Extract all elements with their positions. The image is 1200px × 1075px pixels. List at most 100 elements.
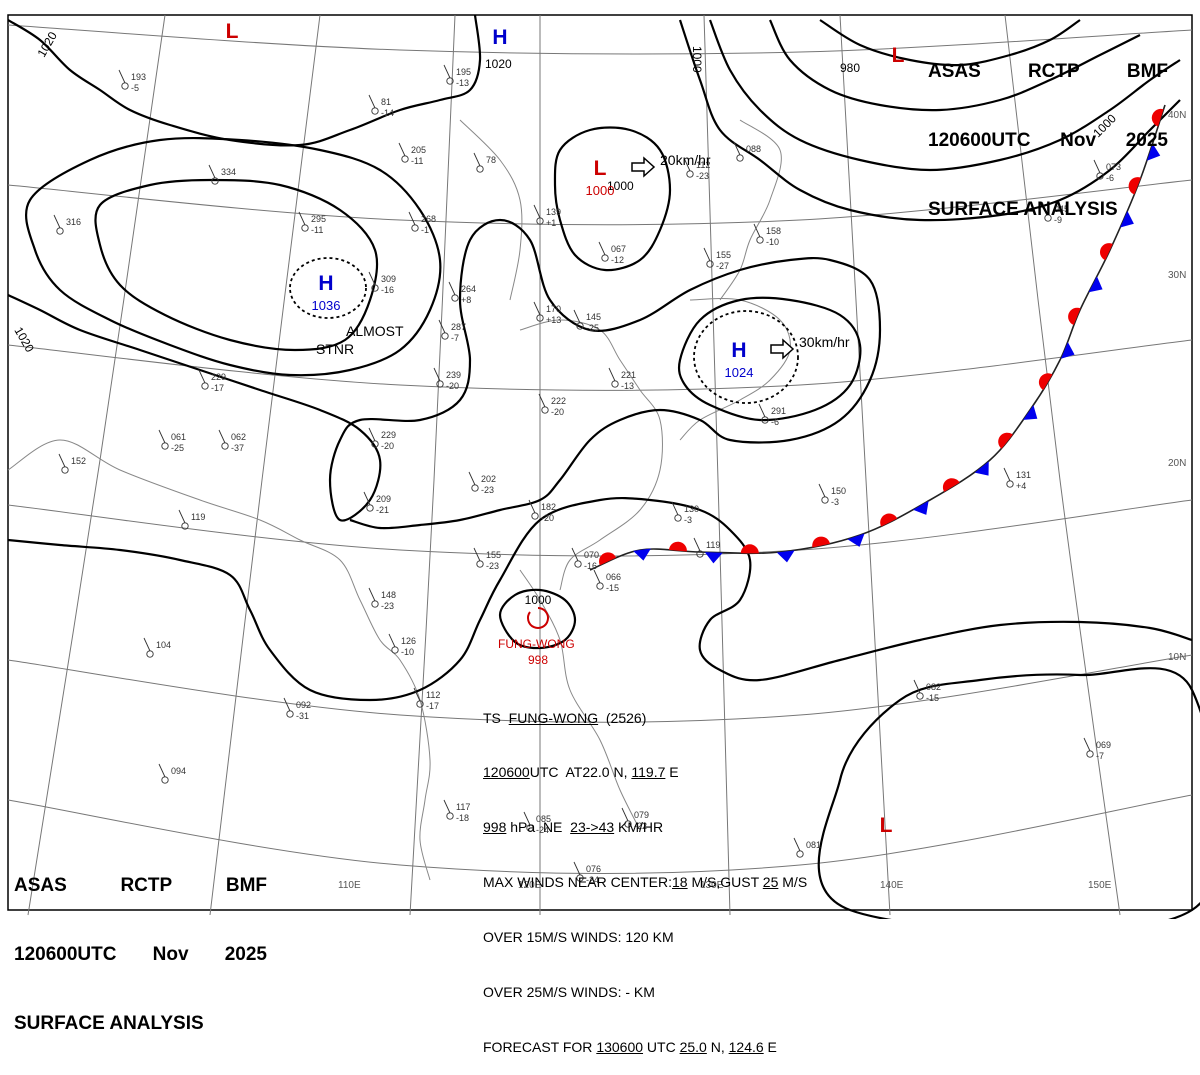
station-plot: 085-24	[523, 811, 551, 835]
bulletin-line-3: 998 hPa NE 23->43 KM/HR	[483, 819, 664, 836]
isobar-closed	[677, 296, 862, 422]
longitude-line	[839, 14, 891, 916]
bulletin-line-5: OVER 15M/S WINDS: 120 KM	[483, 929, 674, 946]
station-pressure: 205	[411, 145, 426, 155]
latitude-label: 10N	[1168, 652, 1186, 663]
wind-barb	[433, 367, 441, 382]
isobars	[7, 14, 1200, 919]
station-plot: 182-20	[528, 499, 556, 523]
isobar-label: 1000	[607, 179, 634, 193]
station-tendency: -5	[131, 83, 139, 93]
station-pressure: 079	[634, 810, 649, 820]
station-plot: 088	[733, 141, 761, 162]
station-tendency: +1	[546, 218, 556, 228]
station-plot: 139+1	[533, 204, 561, 228]
station-tendency: -3	[831, 497, 839, 507]
bulletin-line-4: MAX WINDS NEAR CENTER:18 M/S,GUST 25 M/S	[483, 874, 808, 891]
station-tendency: -24	[586, 875, 599, 885]
station-plot: 082-15	[913, 679, 941, 703]
header-month: Nov	[1060, 130, 1097, 151]
station-pressure: 061	[171, 432, 186, 442]
storm-pressure: 998	[528, 653, 548, 667]
station-pressure: 045	[1054, 204, 1069, 214]
cold-front-symbol	[633, 548, 651, 561]
station-plot: 239-20	[433, 367, 461, 391]
station-pressure: 139	[546, 207, 561, 217]
station-pressure: 067	[611, 244, 626, 254]
isobar-closed	[498, 588, 577, 650]
station-tendency: +4	[1016, 481, 1026, 491]
stationary-front	[589, 104, 1166, 571]
wind-barb	[178, 509, 186, 524]
high-pressure-symbol: H	[731, 339, 746, 362]
warm-front-symbol	[1100, 243, 1113, 261]
header-agency: ASAS	[14, 875, 67, 896]
warm-front-semicircle	[1038, 373, 1053, 391]
coastline	[719, 119, 782, 301]
cold-front-triangle	[1146, 143, 1161, 161]
header-year: 2025	[224, 944, 267, 965]
station-pressure: 222	[551, 396, 566, 406]
station-tendency: -25	[586, 323, 599, 333]
station-pressure: 170	[546, 304, 561, 314]
station-plot: 158-10	[753, 223, 781, 247]
cold-front-symbol	[1060, 342, 1075, 359]
high-core-rings	[289, 257, 799, 404]
pressure-value: 1024	[725, 365, 754, 380]
station-plot: 268-1	[408, 211, 436, 235]
station-tendency: -24	[536, 825, 549, 835]
wind-barb	[448, 281, 456, 296]
isobar	[819, 19, 1081, 67]
station-plot: 145-25	[573, 309, 601, 333]
wind-barb	[1093, 159, 1101, 174]
motion-arrow	[770, 338, 795, 360]
wind-barb	[733, 141, 741, 156]
station-tendency: -9	[1054, 215, 1062, 225]
station-pressure: 062	[231, 432, 246, 442]
cold-front-triangle	[847, 533, 865, 547]
wind-barb	[283, 697, 291, 712]
warm-front-symbol	[812, 536, 831, 548]
longitude-label: 140E	[880, 880, 904, 891]
wind-barb	[528, 499, 536, 514]
cold-front-symbol	[912, 500, 929, 515]
station-plot: 119	[178, 509, 205, 530]
warm-front-symbol	[1068, 307, 1081, 326]
station-plot: 070-16	[571, 547, 599, 571]
station-plot: 045-9	[1041, 201, 1069, 225]
wind-barb	[598, 241, 606, 256]
isobar-closed	[817, 667, 1200, 919]
coastline	[7, 439, 431, 881]
longitude-label: 110E	[338, 880, 361, 891]
wind-barb	[408, 211, 416, 226]
wind-barb	[593, 569, 601, 584]
station-tendency: -17	[211, 383, 224, 393]
high-core-ring	[693, 310, 799, 404]
cold-front-symbol	[1023, 405, 1038, 420]
station-plot: 062-37	[218, 429, 246, 453]
station-pressure: 081	[806, 840, 821, 850]
station-plot: 209-21	[363, 491, 391, 515]
longitude-label: 120E	[518, 880, 542, 891]
station-pressure: 145	[586, 312, 601, 322]
station-tendency: -37	[231, 443, 244, 453]
cold-front-symbol	[974, 461, 989, 476]
warm-front-symbol	[599, 552, 617, 566]
isobar	[7, 14, 482, 147]
map-frame	[7, 14, 1193, 911]
wind-barb	[368, 271, 376, 286]
warm-front-symbol	[1128, 177, 1141, 195]
station-pressure: 287	[451, 322, 466, 332]
isobar-closed	[553, 126, 672, 272]
warm-front-semicircle	[1128, 177, 1141, 195]
wind-barb	[913, 679, 921, 694]
longitude-line	[703, 14, 731, 916]
station-tendency: -15	[606, 583, 619, 593]
station-plot: 309-16	[368, 271, 396, 295]
station-plot: 117-18	[443, 799, 470, 823]
station-plot: 295-11	[298, 211, 326, 235]
longitude-line	[409, 14, 456, 916]
latitude-line	[7, 794, 1193, 874]
station-tendency: -6	[771, 417, 779, 427]
cold-front-triangle	[1060, 342, 1075, 359]
